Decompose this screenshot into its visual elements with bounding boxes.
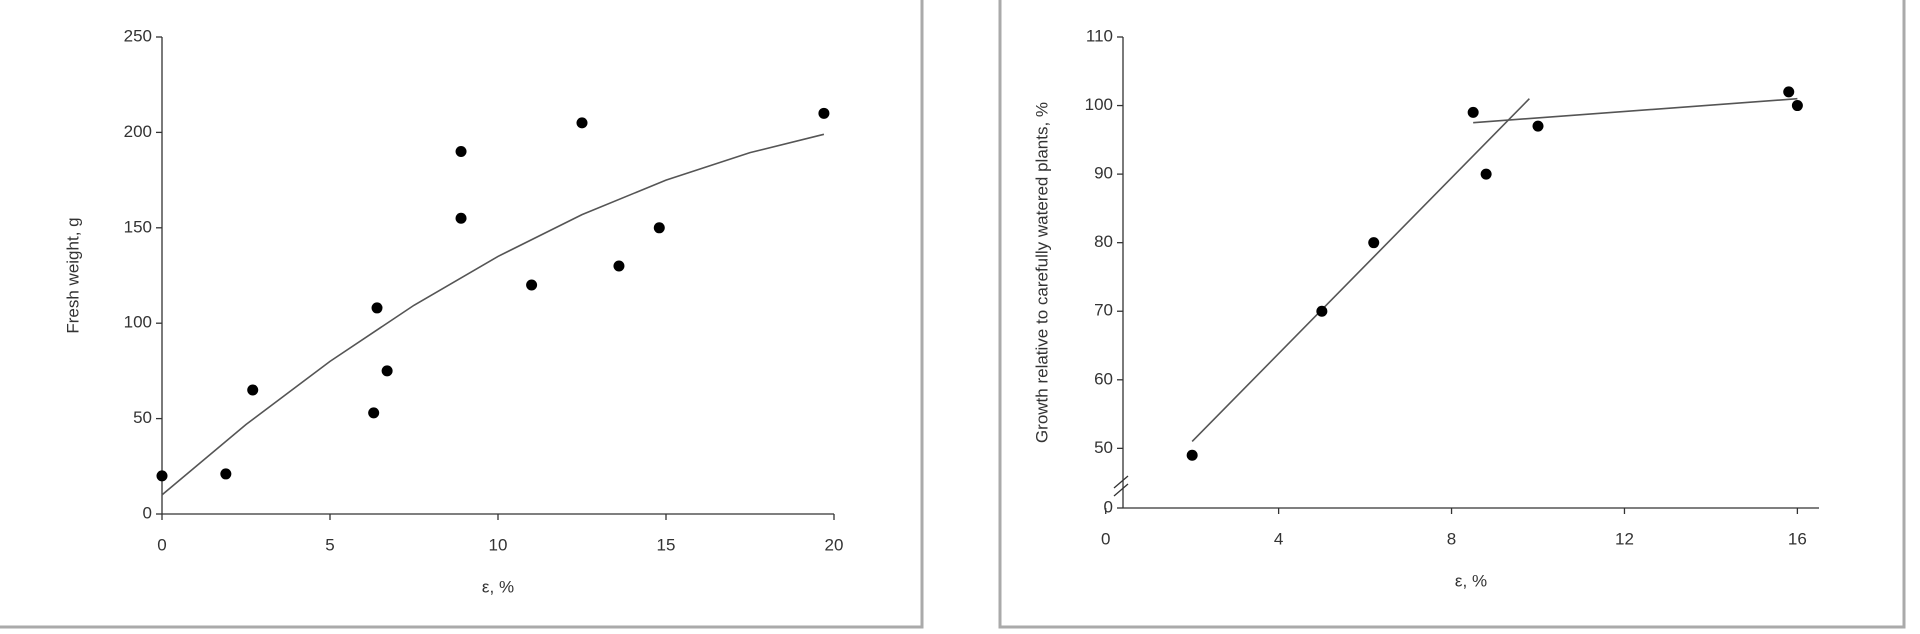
trend-line xyxy=(161,133,825,496)
point xyxy=(576,117,588,129)
point xyxy=(613,260,625,272)
x-tick-label: 5 xyxy=(325,535,334,554)
y-tick-label: 150 xyxy=(124,217,152,236)
y-axis-title: Fresh weight, g xyxy=(63,217,82,333)
point xyxy=(653,222,665,234)
x-tick-label: 0 xyxy=(1101,529,1110,548)
point xyxy=(371,302,383,314)
point xyxy=(1186,449,1198,461)
x-tick-label: 8 xyxy=(1447,529,1456,548)
point xyxy=(247,384,259,396)
x-tick-label: 12 xyxy=(1615,529,1634,548)
x-tick-label: 4 xyxy=(1274,529,1283,548)
point xyxy=(368,407,380,419)
y-axis-title: Growth relative to carefully watered pla… xyxy=(1032,102,1051,443)
point xyxy=(1532,120,1544,132)
point xyxy=(381,365,393,377)
axis-break xyxy=(1113,475,1129,489)
point xyxy=(455,145,467,157)
trend-line xyxy=(1191,98,1530,443)
point xyxy=(1316,305,1328,317)
x-axis-title: ε, % xyxy=(482,577,514,596)
y-tick-label: 110 xyxy=(1086,26,1113,45)
point xyxy=(1783,86,1795,98)
y-tick-label: 90 xyxy=(1094,164,1113,183)
y-tick-label: 80 xyxy=(1094,232,1113,251)
point xyxy=(526,279,538,291)
x-axis-title: ε, % xyxy=(1455,571,1487,590)
y-tick-label: 50 xyxy=(133,408,152,427)
y-tick-label: 50 xyxy=(1094,438,1113,457)
y-tick-label: 70 xyxy=(1094,301,1113,320)
point xyxy=(220,468,232,480)
y-tick-label: 0 xyxy=(1104,497,1113,516)
y-tick-label: 100 xyxy=(1085,95,1113,114)
point xyxy=(1368,237,1380,249)
x-tick-label: 10 xyxy=(489,535,508,554)
x-tick-label: 0 xyxy=(157,535,166,554)
point xyxy=(818,107,830,119)
panel xyxy=(0,0,924,629)
y-tick-label: 250 xyxy=(124,26,152,45)
x-tick-label: 16 xyxy=(1788,529,1807,548)
x-tick-label: 20 xyxy=(825,535,844,554)
point xyxy=(455,212,467,224)
axis-break xyxy=(1113,483,1129,497)
trend-line xyxy=(1473,97,1798,124)
x-tick-label: 15 xyxy=(657,535,676,554)
y-tick-label: 60 xyxy=(1094,369,1113,388)
y-tick-label: 200 xyxy=(124,122,152,141)
point xyxy=(156,470,168,482)
point xyxy=(1480,168,1492,180)
panel xyxy=(998,0,1906,629)
y-tick-label: 100 xyxy=(124,313,152,332)
point xyxy=(1791,100,1803,112)
y-tick-label: 0 xyxy=(143,503,152,522)
point xyxy=(1467,106,1479,118)
